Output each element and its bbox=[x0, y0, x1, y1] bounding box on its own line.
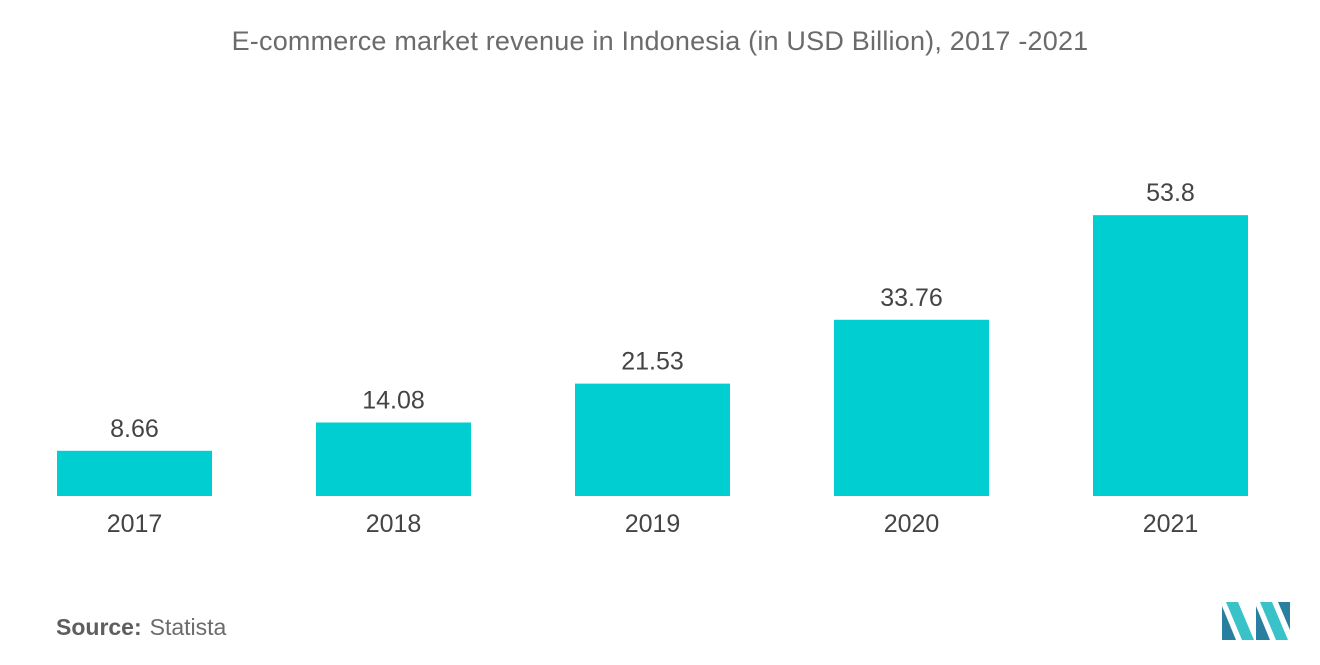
bars-layer bbox=[57, 215, 1248, 496]
value-label-2017: 8.66 bbox=[110, 415, 159, 443]
bar-2019 bbox=[575, 383, 730, 496]
bar-2017 bbox=[57, 450, 212, 496]
value-label-2018: 14.08 bbox=[362, 387, 425, 415]
x-tick-2020: 2020 bbox=[884, 510, 940, 538]
source-value: Statista bbox=[149, 614, 227, 640]
x-tick-2021: 2021 bbox=[1143, 510, 1199, 538]
bar-2020 bbox=[834, 319, 989, 496]
x-tick-2018: 2018 bbox=[366, 510, 422, 538]
bar-chart: 8.66 14.08 21.53 33.76 53.8 2017 2018 2019 2020… bbox=[57, 179, 1248, 538]
value-labels-layer: 8.66 14.08 21.53 33.76 53.8 bbox=[110, 179, 1195, 443]
source-label: Source: bbox=[56, 614, 142, 640]
x-tick-2019: 2019 bbox=[625, 510, 681, 538]
chart-title: E-commerce market revenue in Indonesia (… bbox=[231, 26, 1089, 56]
source-note: Source: Statista bbox=[56, 614, 226, 641]
x-tick-2017: 2017 bbox=[107, 510, 163, 538]
value-label-2020: 33.76 bbox=[880, 284, 943, 312]
company-logo-icon bbox=[1222, 602, 1290, 640]
bar-2018 bbox=[316, 422, 471, 496]
bar-2021 bbox=[1093, 215, 1248, 496]
value-label-2019: 21.53 bbox=[621, 348, 684, 376]
value-label-2021: 53.8 bbox=[1146, 179, 1195, 207]
x-tick-labels-layer: 2017 2018 2019 2020 2021 bbox=[107, 510, 1199, 538]
